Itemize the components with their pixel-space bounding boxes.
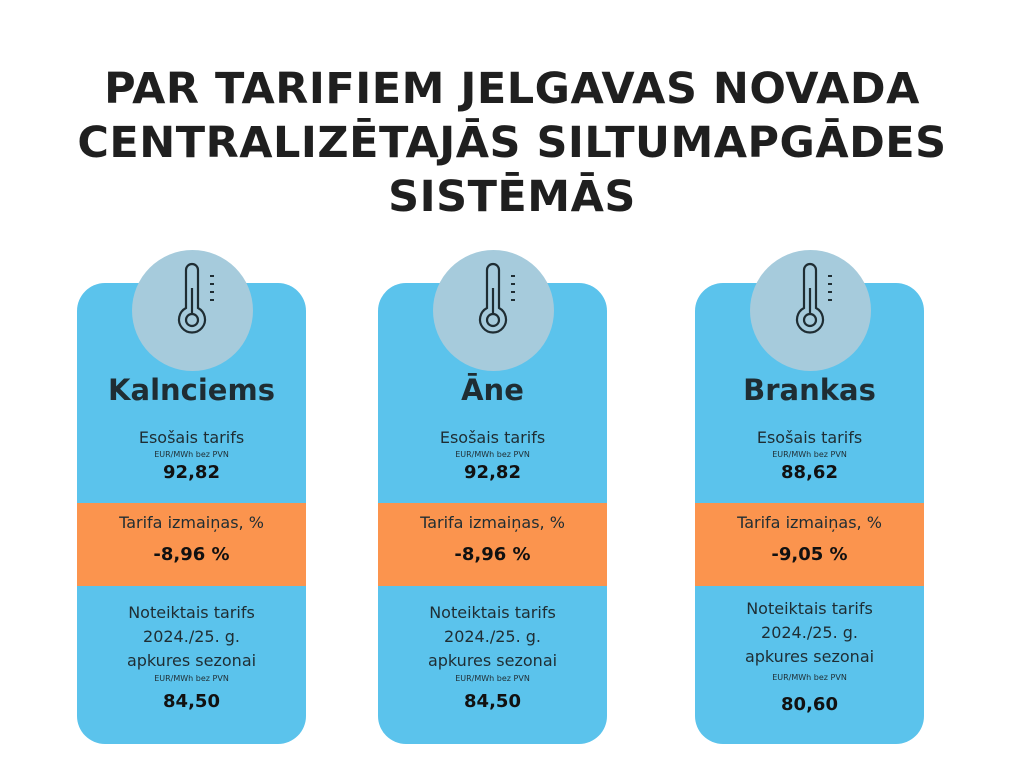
current-tariff-unit: EUR/MWh bez PVN: [154, 450, 229, 459]
title-line-3: SISTĒMĀS: [388, 172, 636, 222]
city-name: Āne: [461, 373, 524, 407]
tariff-card-brankas: Brankas Esošais tarifs EUR/MWh bez PVN 8…: [695, 250, 924, 744]
tariff-change-band: Tarifa izmaiņas, % -8,96 %: [77, 503, 306, 586]
tariff-change-value: -8,96 %: [454, 544, 531, 565]
new-tariff-label-line-3: apkures sezonai: [126, 651, 257, 670]
tariff-change-label: Tarifa izmaiņas, %: [119, 513, 264, 532]
thermometer-icon: [432, 250, 554, 371]
new-tariff-unit: EUR/MWh bez PVN: [455, 674, 530, 683]
new-tariff-label-line-1: Noteiktais tarifs: [429, 603, 556, 622]
current-tariff-unit: EUR/MWh bez PVN: [455, 450, 530, 459]
title-line-2: CENTRALIZĒTAJĀS SILTUMAPGĀDES: [77, 118, 947, 168]
current-tariff-value: 92,82: [464, 462, 521, 483]
thermometer-icon: [131, 250, 253, 371]
new-tariff-label: Noteiktais tarifs 2024./25. g. apkures s…: [378, 601, 607, 673]
tariff-card-ane: Āne Esošais tarifs EUR/MWh bez PVN 92,82…: [378, 250, 607, 744]
current-tariff-label: Esošais tarifs: [138, 428, 245, 447]
new-tariff-label-line-2: 2024./25. g.: [444, 627, 541, 646]
new-tariff-label-line-3: apkures sezonai: [427, 651, 558, 670]
new-tariff-unit: EUR/MWh bez PVN: [772, 673, 847, 682]
new-tariff-label-line-3: apkures sezonai: [744, 647, 875, 666]
city-name: Brankas: [743, 373, 876, 407]
current-tariff-value: 88,62: [781, 462, 838, 483]
thermometer-icon: [749, 250, 871, 371]
new-tariff-label: Noteiktais tarifs 2024./25. g. apkures s…: [77, 601, 306, 673]
page-title: PAR TARIFIEM JELGAVAS NOVADA CENTRALIZĒT…: [0, 62, 1024, 224]
current-tariff-value: 92,82: [163, 462, 220, 483]
new-tariff-value: 84,50: [163, 691, 220, 712]
new-tariff-unit: EUR/MWh bez PVN: [154, 674, 229, 683]
new-tariff-value: 84,50: [464, 691, 521, 712]
current-tariff-label: Esošais tarifs: [756, 428, 863, 447]
title-line-1: PAR TARIFIEM JELGAVAS NOVADA: [104, 64, 920, 114]
new-tariff-label: Noteiktais tarifs 2024./25. g. apkures s…: [695, 597, 924, 669]
new-tariff-label-line-2: 2024./25. g.: [761, 623, 858, 642]
new-tariff-label-line-1: Noteiktais tarifs: [746, 599, 873, 618]
tariff-card-kalnciems: Kalnciems Esošais tarifs EUR/MWh bez PVN…: [77, 250, 306, 744]
tariff-change-band: Tarifa izmaiņas, % -9,05 %: [695, 503, 924, 586]
city-name: Kalnciems: [108, 373, 275, 407]
tariff-change-band: Tarifa izmaiņas, % -8,96 %: [378, 503, 607, 586]
tariff-change-value: -9,05 %: [771, 544, 848, 565]
tariff-change-label: Tarifa izmaiņas, %: [420, 513, 565, 532]
current-tariff-unit: EUR/MWh bez PVN: [772, 450, 847, 459]
new-tariff-value: 80,60: [781, 694, 838, 715]
new-tariff-label-line-2: 2024./25. g.: [143, 627, 240, 646]
current-tariff-label: Esošais tarifs: [439, 428, 546, 447]
tariff-change-value: -8,96 %: [153, 544, 230, 565]
new-tariff-label-line-1: Noteiktais tarifs: [128, 603, 255, 622]
tariff-change-label: Tarifa izmaiņas, %: [737, 513, 882, 532]
